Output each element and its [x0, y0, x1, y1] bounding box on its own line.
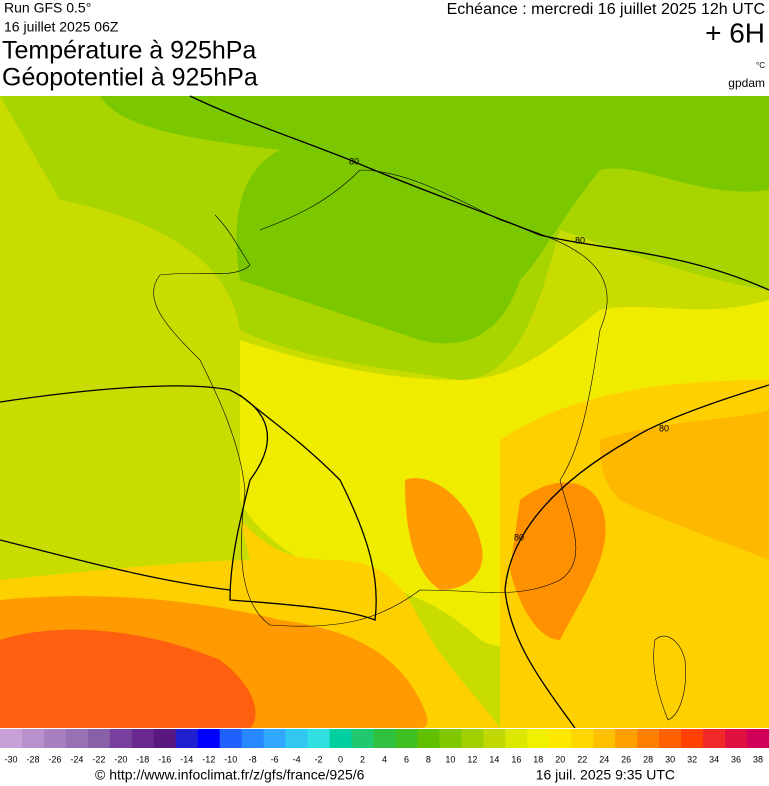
colorbar-tick-label: -24: [70, 754, 83, 764]
colorbar-tick-label: 34: [709, 754, 719, 764]
colorbar-tick-label: 4: [382, 754, 387, 764]
colorbar-tick-label: 24: [599, 754, 609, 764]
colorbar-tick-label: -22: [92, 754, 105, 764]
colorbar-tick-label: 14: [489, 754, 499, 764]
map: 80 80 80 80: [0, 95, 769, 729]
colorbar-tick-label: 0: [338, 754, 343, 764]
colorbar-tick-label: -16: [158, 754, 171, 764]
colorbar-segment: [373, 729, 396, 748]
unit: °C: [756, 61, 765, 70]
colorbar-tick-label: -14: [180, 754, 193, 764]
colorbar-segment: [681, 729, 704, 748]
colorbar-segment: [395, 729, 418, 748]
colorbar-tick-label: 16: [511, 754, 521, 764]
colorbar-tick-label: -6: [271, 754, 279, 764]
colorbar-tick-label: -28: [26, 754, 39, 764]
colorbar-segment: [549, 729, 572, 748]
colorbar-segment: [461, 729, 484, 748]
colorbar-tick-label: 10: [445, 754, 455, 764]
colorbar-segment: [703, 729, 726, 748]
colorbar-segment: [637, 729, 660, 748]
colorbar-segment: [263, 729, 287, 748]
colorbar-segment: [21, 729, 45, 748]
colorbar-tick-label: -12: [202, 754, 215, 764]
run-date: 16 juillet 2025 06Z: [4, 19, 119, 35]
colorbar-segment: [307, 729, 331, 748]
contour-label: 80: [659, 423, 669, 433]
colorbar-segment: [571, 729, 594, 748]
colorbar-tick-label: 18: [533, 754, 543, 764]
colorbar-tick-label: 32: [687, 754, 697, 764]
lead-time: + 6H: [705, 17, 765, 48]
colorbar-segment: [351, 729, 375, 748]
colorbar-tick-label: 6: [404, 754, 409, 764]
colorbar-segment: [615, 729, 638, 748]
colorbar-tick-label: 20: [555, 754, 565, 764]
colorbar: -30 -28 -26 -24 -22 -20 -18 -16 -14 -12 -10 -8 -6 -4-…: [0, 729, 769, 764]
colorbar-tick-label: 2: [360, 754, 365, 764]
colorbar-tick-label: -4: [293, 754, 301, 764]
geopotential-unit: gpdam: [728, 76, 765, 90]
colorbar-tick-label: 26: [621, 754, 631, 764]
colorbar-tick-label: 12: [467, 754, 477, 764]
colorbar-tick-label: -10: [224, 754, 237, 764]
colorbar-segment: [219, 729, 243, 748]
colorbar-segment: [483, 729, 506, 748]
colorbar-tick-label: -8: [249, 754, 257, 764]
colorbar-segment: [153, 729, 177, 748]
colorbar-segment: [285, 729, 309, 748]
colorbar-tick-label: -2: [315, 754, 323, 764]
colorbar-segment: [659, 729, 682, 748]
contour-label: 80: [575, 235, 585, 245]
colorbar-segment: [87, 729, 111, 748]
subtitle: Géopotentiel à 925hPa: [2, 64, 258, 92]
colorbar-segment: [241, 729, 265, 748]
temperature-zone: [510, 482, 606, 640]
colorbar-segment: [439, 729, 462, 748]
temperature-zone: [405, 478, 483, 590]
colorbar-segment: [417, 729, 440, 748]
colorbar-tick-label: -20: [114, 754, 127, 764]
generated-time: 16 juil. 2025 9:35 UTC: [536, 767, 675, 783]
temperature-zone: [0, 629, 256, 728]
temperature-zone: [600, 410, 769, 560]
contour-label: 80: [349, 156, 359, 166]
run: Run GFS 0.5°: [4, 0, 91, 16]
colorbar-segment: [131, 729, 155, 748]
temperature-zone: [100, 96, 769, 344]
colorbar-segment: [197, 729, 221, 748]
credit: © http://www.infoclimat.fr/z/gfs/france/…: [95, 767, 365, 783]
colorbar-segment: [0, 729, 23, 748]
echeance: Echéance : mercredi 16 juillet 2025 12h …: [447, 1, 765, 18]
colorbar-tick-label: -30: [4, 754, 17, 764]
colorbar-tick-label: 8: [426, 754, 431, 764]
contour-label: 80: [514, 532, 524, 542]
colorbar-segment: [725, 729, 748, 748]
colorbar-segment: [505, 729, 528, 748]
colorbar-tick-label: 38: [753, 754, 763, 764]
colorbar-segment: [109, 729, 133, 748]
geopotential-contours: [0, 95, 769, 729]
borders: [153, 169, 686, 721]
colorbar-segment: [65, 729, 89, 748]
colorbar-segment: [593, 729, 616, 748]
colorbar-segment: [43, 729, 67, 748]
colorbar-tick-label: -18: [136, 754, 149, 764]
colorbar-segment: [747, 729, 769, 748]
colorbar-tick-label: 36: [731, 754, 741, 764]
colorbar-segment: [175, 729, 199, 748]
colorbar-tick-label: 30: [665, 754, 675, 764]
colorbar-segment: [329, 729, 353, 748]
colorbar-tick-label: 28: [643, 754, 653, 764]
colorbar-tick-label: 22: [577, 754, 587, 764]
colorbar-segment: [527, 729, 550, 748]
title: Température à 925hPa: [2, 37, 256, 65]
colorbar-tick-label: -26: [48, 754, 61, 764]
